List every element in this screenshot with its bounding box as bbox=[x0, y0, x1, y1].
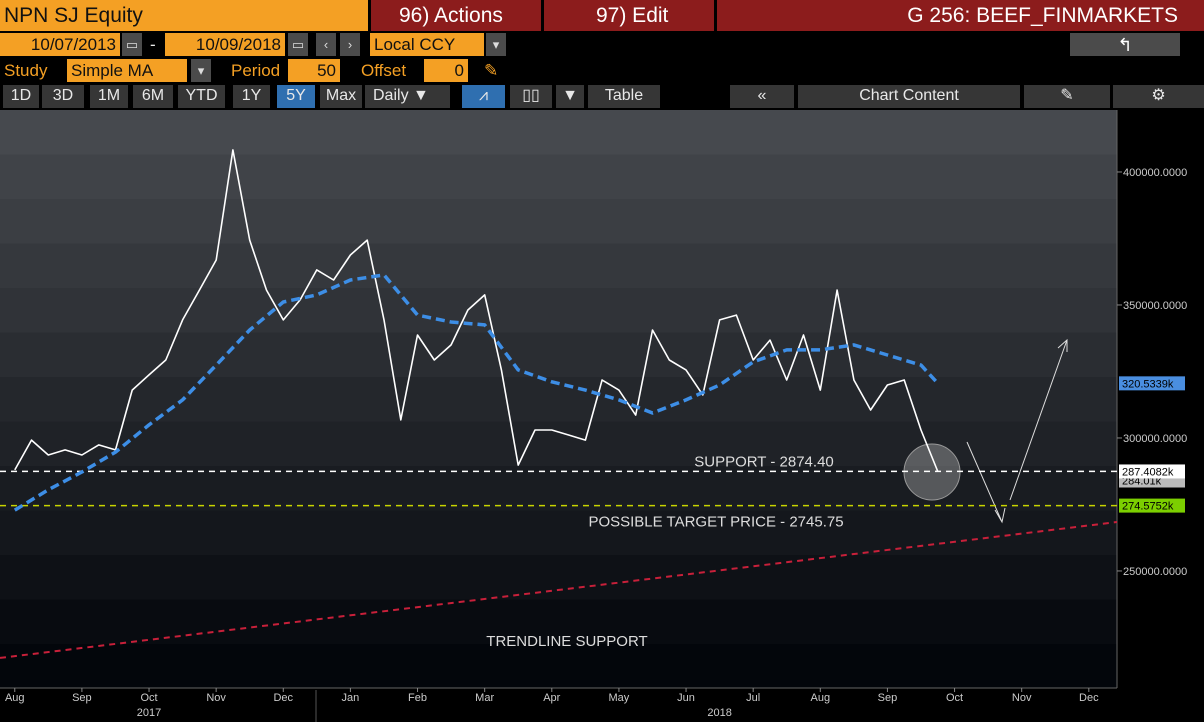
study[interactable]: Simple MA bbox=[67, 59, 187, 82]
x-tick-label: Mar bbox=[475, 692, 494, 704]
year-label: 2018 bbox=[707, 707, 731, 719]
frequency[interactable]: Daily ▼ bbox=[365, 85, 450, 108]
band bbox=[0, 510, 1117, 556]
range-button[interactable]: 5Y bbox=[277, 85, 315, 108]
band bbox=[0, 466, 1117, 511]
value-tag bbox=[1119, 464, 1185, 479]
value-tag bbox=[1119, 376, 1185, 391]
study-label: Study bbox=[4, 61, 48, 80]
year-label: 2017 bbox=[137, 707, 161, 719]
x-tick-label: Apr bbox=[543, 692, 560, 704]
reference-label: POSSIBLE TARGET PRICE - 2745.75 bbox=[588, 514, 843, 531]
candle-button[interactable]: ▯▯ bbox=[510, 85, 552, 108]
x-tick-label: Dec bbox=[273, 692, 293, 704]
period[interactable]: 50 bbox=[288, 59, 340, 82]
y-tick-label: 250000.0000 bbox=[1123, 566, 1187, 578]
offset-label: Offset bbox=[361, 61, 407, 80]
actions-menu[interactable]: 96) Actions bbox=[371, 0, 541, 31]
dropdown[interactable]: ▼ bbox=[556, 85, 584, 108]
end-date[interactable]: 10/09/2018 bbox=[165, 33, 285, 56]
date-separator: - bbox=[150, 35, 156, 54]
reference-label: SUPPORT - 2874.40 bbox=[694, 453, 834, 470]
band bbox=[0, 243, 1117, 289]
pencil-icon[interactable]: ✎ bbox=[484, 61, 499, 80]
background bbox=[0, 110, 1117, 689]
value-tag-label: 320.5339k bbox=[1122, 378, 1174, 390]
collapse-button[interactable]: « bbox=[730, 85, 794, 108]
value-tag-label: 287.4082k bbox=[1122, 466, 1174, 478]
frequency-text: Daily bbox=[373, 87, 409, 104]
table-button[interactable]: Table bbox=[588, 85, 660, 108]
band bbox=[0, 110, 1117, 155]
dropdown[interactable]: ▾ bbox=[191, 59, 211, 82]
range-button[interactable]: 3D bbox=[42, 85, 84, 108]
range-button[interactable]: 1Y bbox=[233, 85, 270, 108]
band bbox=[0, 288, 1117, 333]
next-button[interactable]: › bbox=[340, 33, 360, 56]
x-tick-label: Jan bbox=[342, 692, 360, 704]
annotate-button[interactable]: ✎ bbox=[1024, 85, 1110, 108]
value-tag-label: 274.5752k bbox=[1122, 501, 1174, 513]
y-tick-label: 300000.0000 bbox=[1123, 433, 1187, 445]
moving-average bbox=[13, 273, 940, 512]
x-tick-label: Feb bbox=[408, 692, 427, 704]
band bbox=[0, 154, 1117, 200]
x-tick-label: Jul bbox=[746, 692, 760, 704]
axis-panel bbox=[0, 688, 1204, 722]
start-date[interactable]: 10/07/2013 bbox=[0, 33, 120, 56]
arrows bbox=[966, 338, 1068, 524]
range-button[interactable]: Max bbox=[320, 85, 362, 108]
calendar-icon[interactable]: ▭ bbox=[122, 33, 142, 56]
x-tick-label: Oct bbox=[140, 692, 157, 704]
page-title: G 256: BEEF_FINMARKETS bbox=[717, 0, 1204, 31]
currency[interactable]: Local CCY bbox=[370, 33, 484, 56]
prev-button[interactable]: ‹ bbox=[316, 33, 336, 56]
band bbox=[0, 332, 1117, 378]
value-tag-label: 284.01k bbox=[1122, 475, 1162, 487]
dropdown[interactable]: ▾ bbox=[486, 33, 506, 56]
band bbox=[0, 199, 1117, 244]
price-line bbox=[14, 149, 939, 472]
x-tick-label: Nov bbox=[206, 692, 226, 704]
security[interactable]: NPN SJ Equity bbox=[0, 0, 368, 31]
x-tick-label: Aug bbox=[811, 692, 831, 704]
settings-button[interactable]: ⚙ bbox=[1113, 85, 1204, 108]
x-tick-label: Nov bbox=[1012, 692, 1032, 704]
range-button[interactable]: 1D bbox=[3, 85, 39, 108]
value-tag bbox=[1119, 498, 1185, 513]
range-button[interactable]: 1M bbox=[90, 85, 128, 108]
axis-panel bbox=[1117, 110, 1204, 722]
y-tick-label: 400000.0000 bbox=[1123, 167, 1187, 179]
y-tick-label: 350000.0000 bbox=[1123, 300, 1187, 312]
back-button[interactable]: ↰ bbox=[1070, 33, 1180, 56]
calendar-icon[interactable]: ▭ bbox=[288, 33, 308, 56]
x-tick-label: Oct bbox=[946, 692, 963, 704]
band bbox=[0, 555, 1117, 600]
trendline-label: TRENDLINE SUPPORT bbox=[486, 633, 647, 650]
x-tick-label: Sep bbox=[878, 692, 898, 704]
up-arrow bbox=[1009, 338, 1068, 501]
x-tick-label: Jun bbox=[677, 692, 695, 704]
chart-content-button[interactable]: Chart Content bbox=[798, 85, 1020, 108]
x-tick-label: May bbox=[609, 692, 630, 704]
x-tick-label: Aug bbox=[5, 692, 25, 704]
offset[interactable]: 0 bbox=[424, 59, 468, 82]
band bbox=[0, 599, 1117, 645]
chart: 250000.0000 300000.0000 350000.0000 400000.… bbox=[0, 110, 1204, 722]
line-chart-button[interactable]: ⩘ bbox=[462, 85, 505, 108]
period-label: Period bbox=[231, 61, 281, 80]
trendline bbox=[0, 521, 1118, 659]
band bbox=[0, 644, 1117, 689]
x-tick-label: Dec bbox=[1079, 692, 1099, 704]
x-tick-label: Sep bbox=[72, 692, 92, 704]
down-arrow bbox=[966, 441, 1006, 524]
range-button[interactable]: YTD bbox=[178, 85, 225, 108]
range-button[interactable]: 6M bbox=[133, 85, 173, 108]
edit-menu[interactable]: 97) Edit bbox=[544, 0, 714, 31]
